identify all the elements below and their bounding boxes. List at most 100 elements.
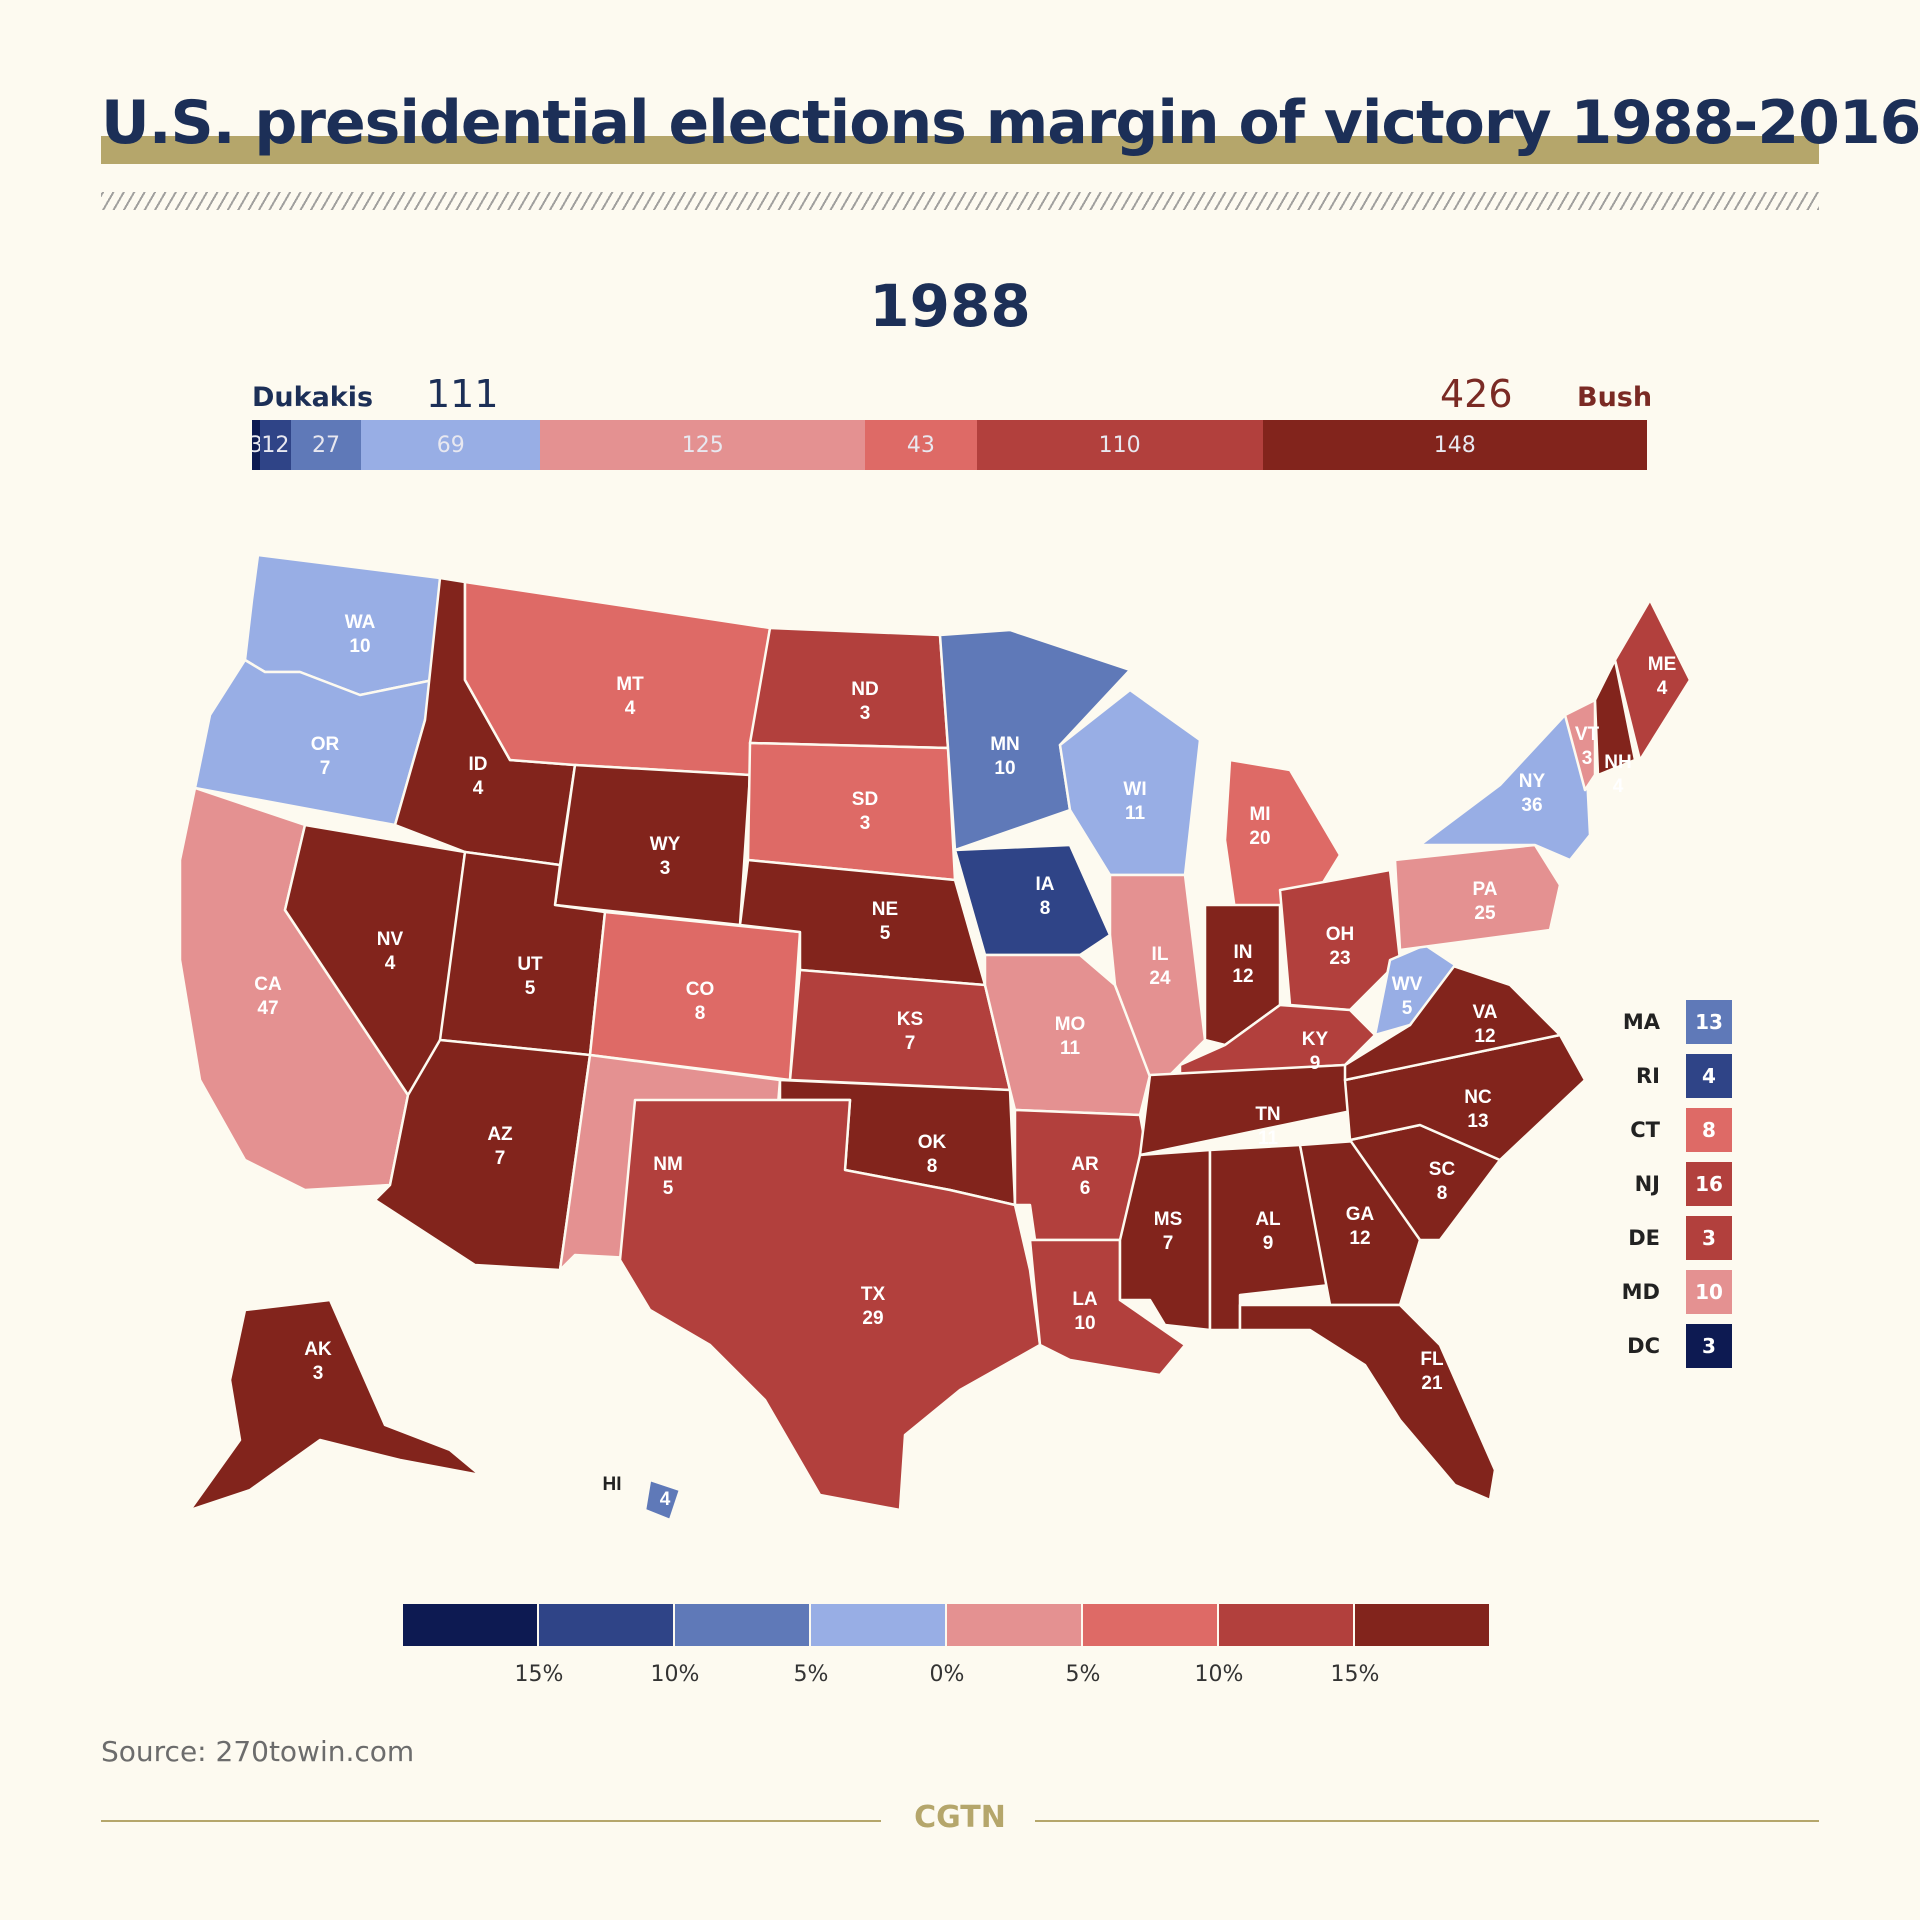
ev-segment: 27: [290, 420, 362, 470]
small-state-row: RI 4: [1610, 1054, 1732, 1100]
state-label-wy: WY: [650, 834, 681, 855]
state-ev-ks: 7: [905, 1033, 916, 1054]
state-label-hi: HI: [603, 1474, 622, 1495]
electoral-vote-bar: 3 12 27 69 125 43 110 148: [252, 420, 1647, 470]
state-sd: [746, 741, 957, 882]
small-state-label: MA: [1622, 1010, 1660, 1034]
state-label-sc: SC: [1429, 1159, 1456, 1180]
state-label-va: VA: [1473, 1002, 1498, 1023]
state-ev-mi: 20: [1249, 828, 1270, 849]
state-label-nv: NV: [377, 929, 404, 950]
scale-swatch: [675, 1604, 809, 1646]
state-ev-mt: 4: [625, 698, 636, 719]
small-state-row: MD 10: [1610, 1270, 1732, 1316]
scale-swatch: [1355, 1604, 1489, 1646]
state-label-pa: PA: [1473, 879, 1498, 900]
ev-segment: 110: [976, 420, 1263, 470]
state-label-or: OR: [311, 734, 340, 755]
state-label-ok: OK: [918, 1132, 947, 1153]
small-state-ev: 3: [1686, 1216, 1732, 1260]
state-ev-wy: 3: [660, 858, 671, 879]
scale-tick-label: 15%: [514, 1662, 564, 1687]
state-ev-ia: 8: [1040, 898, 1051, 919]
state-label-ia: IA: [1036, 874, 1055, 895]
state-label-co: CO: [686, 979, 715, 1000]
state-label-mo: MO: [1055, 1014, 1086, 1035]
small-state-label: DC: [1627, 1334, 1660, 1358]
state-label-mi: MI: [1249, 804, 1270, 825]
scale-tick-label: 5%: [1065, 1662, 1101, 1687]
state-label-nd: ND: [851, 679, 878, 700]
state-ev-sd: 3: [860, 813, 871, 834]
state-ev-wi: 11: [1125, 803, 1146, 824]
ev-segment: 148: [1262, 420, 1647, 470]
state-me: [1613, 598, 1692, 762]
small-state-row: NJ 16: [1610, 1162, 1732, 1208]
state-label-in: IN: [1234, 942, 1253, 963]
brand-logo: CGTN: [914, 1800, 1006, 1835]
state-label-ms: MS: [1154, 1209, 1183, 1230]
state-label-ak: AK: [304, 1339, 332, 1360]
state-ev-pa: 25: [1474, 903, 1496, 924]
state-ev-nd: 3: [860, 703, 871, 724]
ev-segment: 125: [540, 420, 866, 470]
state-label-az: AZ: [487, 1124, 513, 1145]
scale-tick-label: 15%: [1330, 1662, 1380, 1687]
state-label-nc: NC: [1464, 1087, 1492, 1108]
year-label: 1988: [869, 272, 1031, 340]
state-ks: [788, 968, 1012, 1092]
state-ev-tn: 11: [1258, 1128, 1279, 1149]
state-ev-wv: 5: [1402, 998, 1413, 1019]
small-state-ev: 4: [1686, 1054, 1732, 1098]
state-ev-ca: 47: [257, 998, 278, 1019]
state-ev-mo: 11: [1060, 1038, 1081, 1059]
state-ev-ky: 9: [1310, 1053, 1321, 1074]
hatch-divider: [101, 192, 1819, 210]
candidate-left-name: Dukakis: [252, 382, 374, 413]
ev-segment: 3: [252, 420, 260, 470]
candidate-left-total: 111: [426, 372, 499, 416]
state-ev-ak: 3: [313, 1363, 324, 1384]
title-underline: [101, 136, 1819, 164]
state-ev-tx: 29: [862, 1308, 883, 1329]
state-nd: [748, 626, 950, 750]
state-ev-la: 10: [1074, 1313, 1095, 1334]
candidate-right-name: Bush: [1577, 382, 1653, 413]
small-state-label: MD: [1621, 1280, 1660, 1304]
state-ia: [953, 843, 1112, 957]
state-ev-sc: 8: [1437, 1183, 1448, 1204]
state-label-wv: WV: [1392, 974, 1423, 995]
small-state-ev: 13: [1686, 1000, 1732, 1044]
state-label-mn: MN: [990, 734, 1020, 755]
state-ev-il: 24: [1149, 968, 1171, 989]
state-ak: [188, 1298, 482, 1512]
small-state-ev: 10: [1686, 1270, 1732, 1314]
state-nh: [1593, 658, 1637, 777]
state-label-nm: NM: [653, 1154, 683, 1175]
state-hi: [643, 1478, 682, 1522]
small-state-row: CT 8: [1610, 1108, 1732, 1154]
state-label-ar: AR: [1071, 1154, 1099, 1175]
state-label-wa: WA: [345, 612, 376, 633]
scale-tick-label: 0%: [929, 1662, 965, 1687]
state-ev-mn: 10: [994, 758, 1015, 779]
small-state-label: NJ: [1634, 1172, 1660, 1196]
state-ev-id: 4: [473, 778, 484, 799]
state-label-ca: CA: [254, 974, 282, 995]
state-ev-ar: 6: [1080, 1178, 1091, 1199]
state-label-ks: KS: [897, 1009, 923, 1030]
state-label-me: ME: [1648, 654, 1677, 675]
state-wv: [1373, 943, 1457, 1037]
ev-segment: 12: [259, 420, 291, 470]
candidate-right-total: 426: [1440, 372, 1513, 416]
state-ev-hi: 4: [660, 1489, 671, 1510]
state-label-il: IL: [1152, 944, 1169, 965]
state-label-tx: TX: [861, 1284, 886, 1305]
state-ev-vt: 3: [1582, 748, 1593, 769]
page-title: U.S. presidential elections margin of vi…: [101, 88, 1920, 158]
scale-swatch: [539, 1604, 673, 1646]
state-label-al: AL: [1255, 1209, 1281, 1230]
state-ev-in: 12: [1232, 966, 1253, 987]
scale-tick-label: 5%: [793, 1662, 829, 1687]
scale-tick-label: 10%: [650, 1662, 700, 1687]
